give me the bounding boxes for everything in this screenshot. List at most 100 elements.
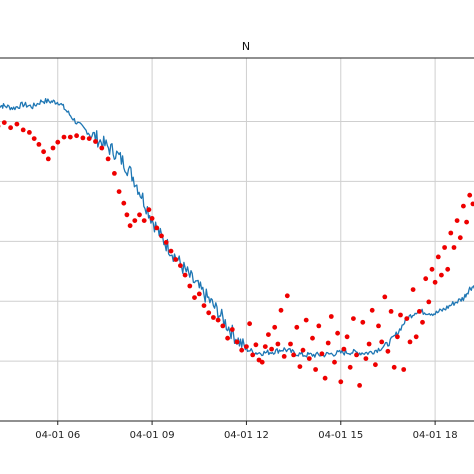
scatter-point	[401, 367, 406, 372]
scatter-point	[51, 146, 56, 151]
scatter-point	[41, 149, 46, 154]
scatter-point	[291, 353, 296, 358]
scatter-point	[263, 344, 268, 349]
x-tick-label: 04-01 09	[130, 430, 175, 441]
x-ticks: 04-01 06 04-01 09 04-01 12 04-01 15 04-01 18	[35, 421, 457, 441]
scatter-point	[294, 325, 299, 330]
scatter-point	[367, 342, 372, 347]
scatter-point	[178, 263, 183, 268]
scatter-point	[345, 334, 350, 339]
scatter-point	[2, 120, 7, 125]
scatter-point	[239, 348, 244, 353]
scatter-point	[279, 308, 284, 313]
scatter-point	[93, 139, 98, 144]
scatter-point	[81, 136, 86, 141]
scatter-point	[376, 324, 381, 329]
scatter-point	[414, 334, 419, 339]
scatter-point	[351, 316, 356, 321]
scatter-point	[112, 171, 117, 176]
scatter-point	[452, 245, 457, 250]
scatter-point	[357, 383, 362, 388]
scatter-point	[254, 342, 259, 347]
scatter-point	[220, 324, 225, 329]
scatter-point	[370, 308, 375, 313]
scatter-point	[313, 367, 318, 372]
scatter-point	[310, 336, 315, 341]
scatter-point	[301, 348, 306, 353]
x-tick-label: 04-01 18	[413, 430, 458, 441]
scatter-point	[27, 130, 32, 135]
scatter-point	[197, 292, 202, 297]
scatter-point	[326, 341, 331, 346]
scatter-point	[386, 349, 391, 354]
scatter-point	[338, 379, 343, 384]
scatter-point	[230, 327, 235, 332]
scatter-point	[276, 342, 281, 347]
scatter-point	[173, 257, 178, 262]
scatter-point	[132, 218, 137, 223]
x-tick-label: 04-01 12	[224, 430, 269, 441]
scatter-point	[128, 223, 133, 228]
scatter-point	[269, 347, 274, 352]
scatter-point	[323, 376, 328, 381]
scatter-point	[304, 318, 309, 323]
scatter-point	[87, 136, 92, 141]
scatter-point	[354, 353, 359, 358]
scatter-point	[332, 360, 337, 365]
scatter-point	[282, 354, 287, 359]
scatter-point	[192, 295, 197, 300]
scatter-point	[247, 321, 252, 326]
scatter-point	[106, 157, 111, 162]
scatter-point	[455, 218, 460, 223]
scatter-point	[202, 303, 207, 308]
scatter-point	[395, 334, 400, 339]
scatter-point	[360, 320, 365, 325]
scatter-point	[32, 136, 37, 141]
scatter-point	[461, 204, 466, 209]
plot-frame	[0, 58, 474, 421]
scatter-point	[307, 356, 312, 361]
scatter-point	[417, 309, 422, 314]
scatter-point	[342, 347, 347, 352]
scatter-point	[266, 332, 271, 337]
scatter-point	[329, 314, 334, 319]
scatter-point	[430, 267, 435, 272]
scatter-point	[448, 231, 453, 236]
scatter-point	[260, 360, 265, 365]
scatter-point	[467, 193, 472, 198]
scatter-point	[150, 216, 155, 221]
series-layer	[0, 99, 474, 388]
scatter-point	[464, 220, 469, 225]
scatter-point	[8, 125, 13, 130]
scatter-point	[211, 315, 216, 320]
scatter-point	[404, 316, 409, 321]
scatter-point	[225, 336, 230, 341]
scatter-point	[373, 362, 378, 367]
scatter-point	[382, 295, 387, 300]
scatter-point	[74, 133, 79, 138]
scatter-point	[285, 293, 290, 298]
scatter-point	[15, 122, 20, 127]
scatter-point	[426, 300, 431, 305]
scatter-point	[187, 284, 192, 289]
scatter-point	[164, 240, 169, 245]
scatter-point	[320, 351, 325, 356]
scatter-point	[68, 135, 73, 140]
scatter-point	[442, 245, 447, 250]
x-tick-label: 04-01 06	[35, 430, 80, 441]
x-gridlines	[58, 58, 435, 421]
scatter-point	[147, 207, 152, 212]
chart-title: N	[242, 40, 250, 53]
scatter-point	[411, 287, 416, 292]
scatter-point	[288, 342, 293, 347]
scatter-point	[272, 325, 277, 330]
scatter-point	[436, 255, 441, 260]
scatter-point	[244, 344, 249, 349]
scatter-point	[420, 320, 425, 325]
scatter-point	[62, 135, 67, 140]
scatter-point	[316, 324, 321, 329]
scatter-point	[183, 273, 188, 278]
scatter-point	[37, 142, 42, 147]
scatter-point	[423, 276, 428, 281]
